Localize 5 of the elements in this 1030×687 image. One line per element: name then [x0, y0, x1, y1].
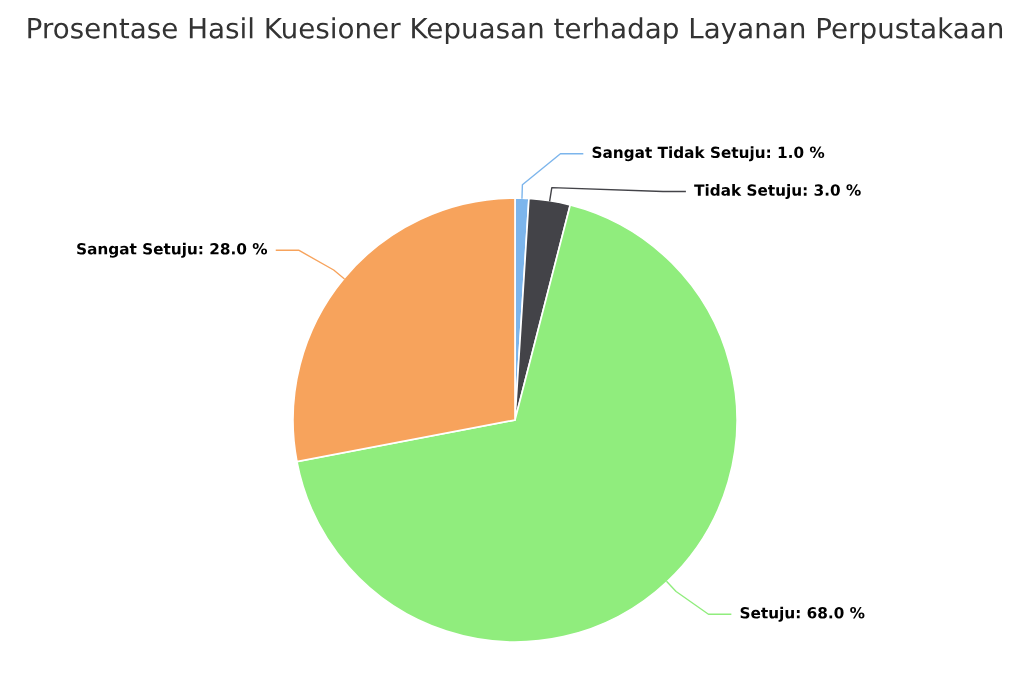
slice-label: Sangat Tidak Setuju: 1.0 % — [592, 146, 825, 162]
chart-title: Prosentase Hasil Kuesioner Kepuasan terhadap Layanan Perpustakaan — [28, 17, 1003, 45]
slice-label: Tidak Setuju: 3.0 % — [694, 184, 861, 199]
slice-label: Sangat Setuju: 28.0 % — [77, 242, 268, 258]
slice-label: Setuju: 68.0 % — [740, 606, 865, 622]
